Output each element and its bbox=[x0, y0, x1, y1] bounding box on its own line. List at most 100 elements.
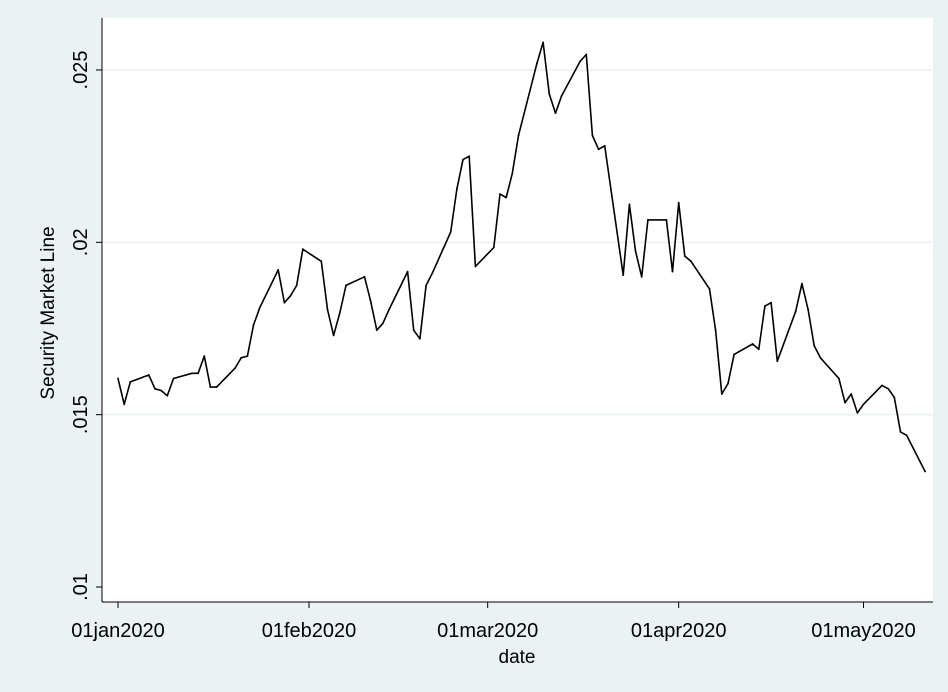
data-point bbox=[499, 193, 501, 196]
data-point bbox=[258, 306, 261, 309]
data-point bbox=[844, 401, 846, 404]
data-point bbox=[560, 95, 563, 97]
data-point bbox=[425, 284, 427, 287]
data-point bbox=[579, 60, 581, 63]
data-point bbox=[191, 372, 193, 375]
data-point bbox=[129, 381, 132, 383]
data-point bbox=[893, 396, 896, 399]
data-point bbox=[591, 134, 594, 137]
data-point bbox=[252, 324, 255, 326]
y-axis-title: Security Market Line bbox=[38, 226, 59, 399]
y-axis-ticks: .01 .015 .02 .025 bbox=[70, 51, 102, 601]
data-point bbox=[295, 284, 298, 287]
data-point bbox=[462, 158, 464, 161]
data-point bbox=[887, 387, 890, 390]
data-point bbox=[838, 377, 840, 380]
data-point bbox=[813, 344, 816, 347]
data-point bbox=[419, 337, 421, 340]
data-point bbox=[172, 377, 175, 380]
data-point bbox=[154, 387, 156, 390]
data-point bbox=[819, 356, 822, 359]
x-axis-ticks: 01jan2020 01feb2020 01mar2020 01apr2020 01ma… bbox=[71, 602, 916, 642]
data-point bbox=[542, 41, 544, 44]
data-point bbox=[511, 172, 514, 175]
data-point bbox=[369, 300, 372, 302]
data-point bbox=[517, 134, 520, 137]
data-point bbox=[117, 377, 119, 380]
x-tick-label: 01apr2020 bbox=[631, 620, 727, 642]
data-point bbox=[665, 219, 668, 221]
data-point bbox=[240, 356, 243, 359]
data-point bbox=[536, 62, 538, 64]
data-point bbox=[345, 284, 347, 287]
x-tick-label: 01jan2020 bbox=[71, 620, 164, 642]
series-points bbox=[117, 41, 926, 473]
data-point bbox=[905, 434, 908, 437]
data-point bbox=[474, 265, 477, 268]
data-point bbox=[634, 250, 637, 252]
data-point bbox=[160, 389, 163, 392]
data-point bbox=[468, 155, 471, 158]
data-point bbox=[603, 144, 606, 147]
data-point bbox=[283, 301, 286, 304]
data-point bbox=[640, 275, 643, 278]
data-point bbox=[277, 269, 280, 271]
data-point bbox=[776, 360, 779, 363]
data-point bbox=[807, 308, 809, 311]
data-point bbox=[757, 348, 760, 351]
y-tick-label: .015 bbox=[70, 395, 92, 434]
data-point bbox=[862, 403, 865, 406]
data-point bbox=[683, 255, 686, 257]
data-point bbox=[388, 308, 390, 311]
data-point bbox=[751, 343, 754, 345]
data-point bbox=[881, 384, 883, 387]
y-tick-label: .02 bbox=[70, 228, 92, 256]
data-point bbox=[677, 201, 680, 204]
data-point bbox=[733, 353, 735, 356]
data-point bbox=[622, 274, 625, 276]
data-point bbox=[406, 270, 409, 273]
gridlines bbox=[102, 69, 933, 416]
data-point bbox=[123, 403, 126, 406]
y-tick-label: .025 bbox=[70, 51, 92, 90]
data-point bbox=[234, 367, 237, 369]
data-point bbox=[246, 355, 249, 357]
data-point bbox=[548, 93, 551, 95]
data-point bbox=[671, 270, 674, 273]
data-point bbox=[203, 355, 206, 357]
data-point bbox=[628, 203, 631, 206]
data-point bbox=[215, 386, 218, 388]
data-point bbox=[597, 148, 600, 151]
x-tick-label: 01feb2020 bbox=[262, 620, 357, 642]
plot-area bbox=[102, 18, 933, 602]
data-point bbox=[412, 329, 415, 332]
data-point bbox=[708, 288, 711, 290]
data-point bbox=[850, 393, 853, 395]
data-point bbox=[690, 260, 692, 263]
data-point bbox=[492, 246, 495, 249]
series-line bbox=[117, 41, 926, 472]
data-point bbox=[301, 248, 304, 251]
data-point bbox=[332, 334, 335, 337]
data-point bbox=[924, 470, 926, 473]
data-point bbox=[456, 188, 458, 190]
data-point bbox=[899, 431, 902, 433]
data-point bbox=[289, 294, 292, 297]
data-point bbox=[320, 260, 323, 263]
data-point bbox=[147, 374, 150, 376]
data-point bbox=[727, 382, 729, 385]
data-point bbox=[209, 386, 212, 388]
x-tick-label: 01mar2020 bbox=[437, 620, 538, 642]
data-point bbox=[505, 196, 508, 199]
data-point bbox=[197, 372, 200, 375]
data-point bbox=[585, 53, 588, 56]
data-point bbox=[375, 329, 378, 332]
data-point bbox=[554, 112, 557, 114]
data-point bbox=[166, 394, 169, 397]
data-point bbox=[801, 282, 803, 285]
x-tick-label: 01may2020 bbox=[811, 620, 916, 642]
data-point bbox=[363, 275, 366, 278]
data-point bbox=[326, 308, 329, 311]
data-point bbox=[720, 393, 723, 395]
